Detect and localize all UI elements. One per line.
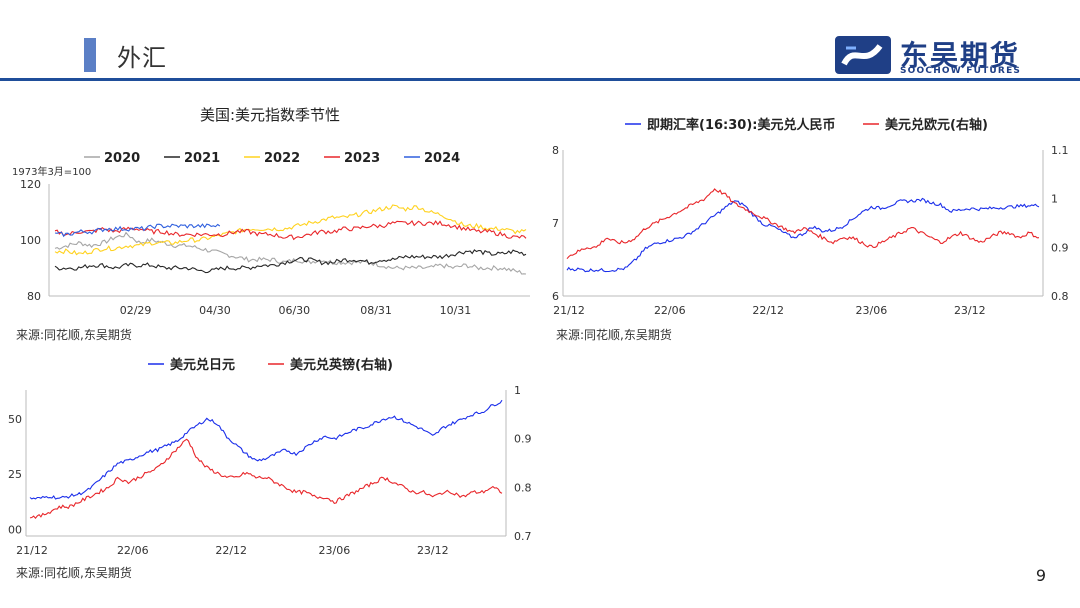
chart2-series-1 [566, 188, 1040, 260]
chart1-xtick: 06/30 [278, 304, 310, 317]
page-number: 9 [1035, 566, 1046, 585]
chart-usdcny-usdeur: 即期汇率(16:30):美元兑人民币 美元兑欧元(右轴) 6 7 8 0.8 0.9 1 1.1… [545, 110, 1075, 325]
chart3-xtick: 21/12 [16, 544, 48, 557]
chart1-legend-label-2022: 2022 [264, 151, 300, 166]
title-accent-bar [84, 38, 96, 72]
chart3-y2tick: 0.7 [514, 530, 532, 543]
logo-name: 东吴期货 [900, 39, 1021, 72]
chart2-ytick: 7 [552, 217, 559, 230]
chart3-legend-label-1: 美元兑英镑(右轴) [290, 357, 393, 373]
page-title: 外汇 [117, 44, 167, 72]
chart3-y2tick: 0.9 [514, 433, 532, 446]
chart3-xtick: 22/12 [215, 544, 247, 557]
chart-usdjpy-usdgbp: 美元兑日元 美元兑英镑(右轴) 100 125 150 0.7 0.8 0.9 1 21/12 22… [8, 350, 538, 565]
chart2-xtick: 23/06 [856, 304, 888, 317]
chart1-legend-label-2024: 2024 [424, 151, 460, 166]
chart3-ytick: 150 [8, 413, 22, 426]
slide-header: 外汇 东吴期货 SOOCHOW FUTURES [0, 0, 1080, 82]
chart3-xtick: 22/06 [117, 544, 149, 557]
logo-subtitle: SOOCHOW FUTURES [900, 66, 1022, 76]
chart1-ytick: 100 [20, 234, 41, 247]
chart1-legend-label-2023: 2023 [344, 151, 380, 166]
chart3-legend-label-0: 美元兑日元 [170, 357, 235, 373]
logo-mark-icon [835, 36, 891, 74]
chart2-ytick: 6 [552, 290, 559, 303]
chart1-source: 来源:同花顺,东吴期货 [16, 328, 132, 342]
chart1-ytick: 80 [27, 290, 41, 303]
chart2-xtick: 22/12 [752, 304, 784, 317]
chart2-source: 来源:同花顺,东吴期货 [556, 328, 672, 342]
chart2-y2tick: 0.8 [1051, 290, 1069, 303]
chart2-xtick: 21/12 [553, 304, 585, 317]
header-divider [0, 78, 1080, 81]
chart1-title: 美国:美元指数季节性 [200, 106, 340, 124]
chart2-legend-label-0: 即期汇率(16:30):美元兑人民币 [647, 117, 835, 133]
chart3-series-1 [29, 438, 503, 520]
chart1-xtick: 02/29 [120, 304, 152, 317]
chart3-xtick: 23/06 [319, 544, 351, 557]
chart2-xtick: 23/12 [954, 304, 986, 317]
chart1-series-2021 [54, 249, 527, 274]
chart2-y2tick: 1 [1051, 193, 1058, 206]
chart3-y2tick: 1 [514, 384, 521, 397]
chart3-series-0 [29, 399, 503, 500]
chart1-series-2024 [54, 223, 221, 238]
chart2-y2tick: 0.9 [1051, 241, 1069, 254]
company-logo: 东吴期货 SOOCHOW FUTURES [834, 34, 1044, 78]
chart1-xtick: 04/30 [199, 304, 231, 317]
chart2-xtick: 22/06 [654, 304, 686, 317]
chart1-xtick: 10/31 [440, 304, 472, 317]
chart3-y2tick: 0.8 [514, 481, 532, 494]
chart2-svg: 即期汇率(16:30):美元兑人民币 美元兑欧元(右轴) 6 7 8 0.8 0.9 1 1.1… [552, 117, 1069, 317]
chart3-ytick: 100 [8, 523, 22, 536]
chart1-series-2022 [54, 204, 527, 256]
chart-dollar-index-seasonality: 美国:美元指数季节性 2020 2021 2022 2023 2024 1973年3月=10… [8, 100, 538, 325]
chart2-series-0 [566, 197, 1040, 273]
chart1-series-2020 [54, 231, 527, 275]
chart3-xtick: 23/12 [417, 544, 449, 557]
chart1-legend-label-2020: 2020 [104, 151, 140, 166]
chart1-svg: 美国:美元指数季节性 2020 2021 2022 2023 2024 1973年3月=10… [12, 106, 530, 317]
chart1-ytick: 120 [20, 178, 41, 191]
chart3-svg: 美元兑日元 美元兑英镑(右轴) 100 125 150 0.7 0.8 0.9 1 21/12 22… [8, 357, 532, 557]
chart1-legend-label-2021: 2021 [184, 151, 220, 166]
chart1-ylabel: 1973年3月=100 [12, 165, 91, 178]
chart1-xtick: 08/31 [360, 304, 392, 317]
chart2-ytick: 8 [552, 144, 559, 157]
chart2-legend-label-1: 美元兑欧元(右轴) [885, 117, 988, 133]
chart3-source: 来源:同花顺,东吴期货 [16, 566, 132, 580]
chart3-ytick: 125 [8, 468, 22, 481]
chart2-y2tick: 1.1 [1051, 144, 1069, 157]
